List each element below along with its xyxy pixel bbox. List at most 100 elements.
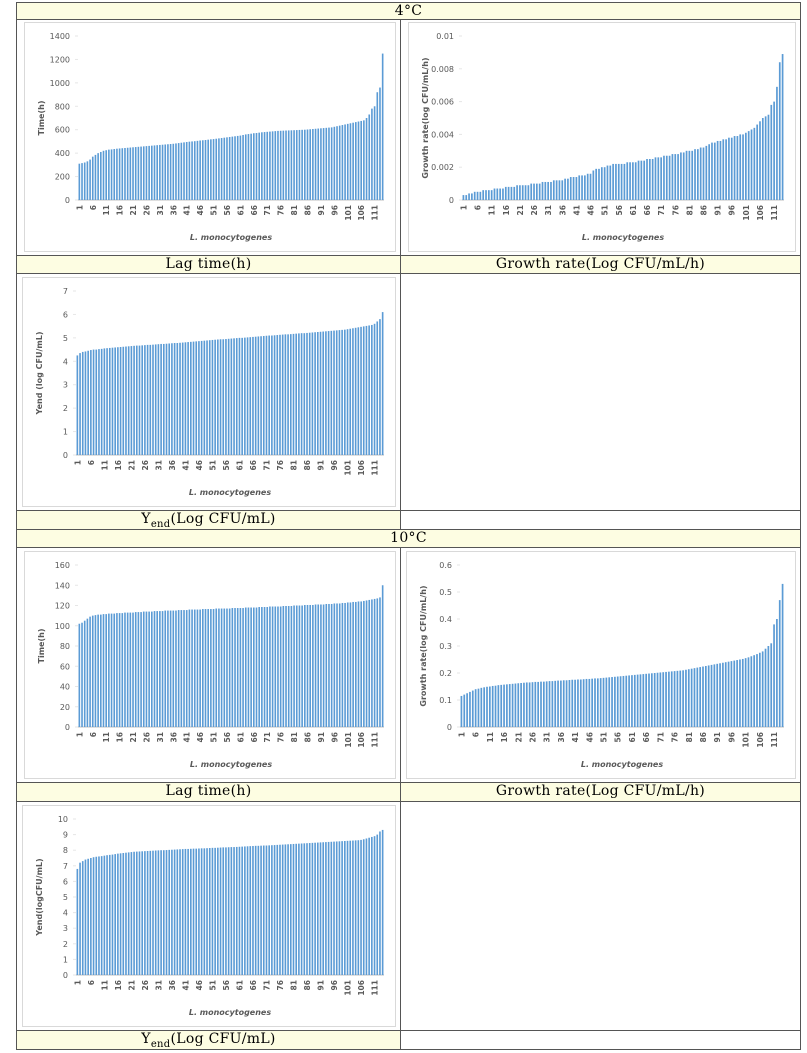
bar: [292, 843, 295, 975]
bar: [242, 134, 244, 200]
x-tick-label: 46: [587, 205, 596, 215]
bar: [210, 139, 212, 200]
bar: [94, 154, 97, 200]
bar: [295, 130, 298, 200]
y-tick-label: 2: [63, 940, 68, 949]
bar: [202, 609, 204, 727]
bar: [233, 338, 235, 455]
bar: [309, 129, 311, 200]
bar: [230, 338, 233, 455]
x-tick-label: 51: [601, 205, 610, 215]
bar: [614, 676, 616, 727]
bar: [341, 841, 343, 975]
bar: [144, 851, 146, 975]
bar: [258, 607, 260, 727]
bar: [200, 340, 203, 455]
bar: [91, 156, 94, 200]
bar: [571, 679, 574, 727]
x-tick-label: 16: [500, 732, 509, 742]
bar: [206, 340, 208, 455]
bar: [640, 160, 643, 200]
bar: [218, 608, 220, 727]
bar: [171, 343, 173, 455]
bar: [274, 131, 277, 200]
bar: [360, 120, 362, 200]
bar: [298, 129, 301, 200]
bar: [531, 682, 534, 727]
x-tick-label: 71: [656, 732, 665, 742]
bar: [371, 599, 373, 727]
x-tick-label: 26: [141, 980, 150, 990]
bar: [631, 675, 633, 727]
bar: [105, 614, 107, 727]
bar: [687, 669, 690, 727]
bar: [195, 848, 198, 975]
y-tick-label: 400: [55, 149, 70, 158]
bar: [220, 138, 223, 200]
bar: [371, 836, 373, 975]
bar: [355, 122, 357, 200]
bar: [250, 133, 252, 200]
bar: [524, 185, 527, 200]
bar: [722, 662, 724, 727]
bar: [585, 678, 588, 727]
bar: [591, 678, 594, 727]
bar: [281, 334, 284, 455]
bar: [325, 127, 328, 200]
bar: [125, 852, 127, 975]
x-tick-label: 86: [303, 460, 312, 470]
bar: [352, 840, 354, 975]
bar: [567, 178, 569, 200]
bar: [741, 658, 744, 727]
bar: [116, 148, 118, 200]
y-tick-label: 0.6: [439, 561, 452, 570]
bar: [525, 682, 528, 727]
y-tick-label: 10: [58, 815, 68, 824]
bar: [266, 131, 269, 200]
bar: [98, 349, 100, 455]
y-tick-label: 60: [60, 662, 70, 671]
bar: [333, 603, 336, 727]
x-axis-label: L. monocytogenes: [581, 760, 663, 769]
x-tick-label: 1: [73, 460, 82, 465]
bar: [365, 600, 368, 727]
y-tick-label: 0.002: [431, 163, 454, 172]
x-tick-label: 61: [235, 460, 244, 470]
bar: [603, 167, 606, 200]
bar: [557, 680, 559, 727]
bar: [246, 337, 249, 455]
bar: [204, 140, 207, 200]
x-tick-label: 96: [728, 205, 737, 215]
bar: [253, 607, 255, 727]
bar: [122, 346, 125, 455]
y-tick-label: 0.004: [431, 130, 454, 139]
x-tick-label: 41: [181, 980, 190, 990]
bar: [281, 844, 284, 975]
bar: [316, 842, 319, 975]
bar: [371, 324, 373, 455]
bar: [254, 845, 257, 975]
bar: [308, 843, 311, 975]
bar: [645, 673, 648, 727]
x-tick-label: 101: [742, 732, 751, 748]
bar: [513, 186, 516, 200]
bar: [192, 848, 195, 975]
bar: [551, 681, 554, 727]
bar: [494, 685, 497, 727]
x-axis-label: L. monocytogenes: [190, 233, 272, 242]
x-tick-label: 81: [685, 732, 694, 742]
bar: [759, 121, 761, 200]
bar: [330, 603, 333, 727]
bar: [202, 140, 204, 200]
bar: [161, 144, 164, 200]
bar: [558, 180, 561, 200]
bar: [753, 127, 756, 200]
bar: [368, 599, 371, 727]
x-tick-label: 66: [643, 205, 652, 215]
bar: [545, 681, 548, 727]
bar: [306, 332, 308, 455]
bar: [368, 325, 370, 455]
bar: [223, 608, 226, 727]
bar: [747, 131, 750, 200]
y-tick-label: 5: [63, 893, 68, 902]
